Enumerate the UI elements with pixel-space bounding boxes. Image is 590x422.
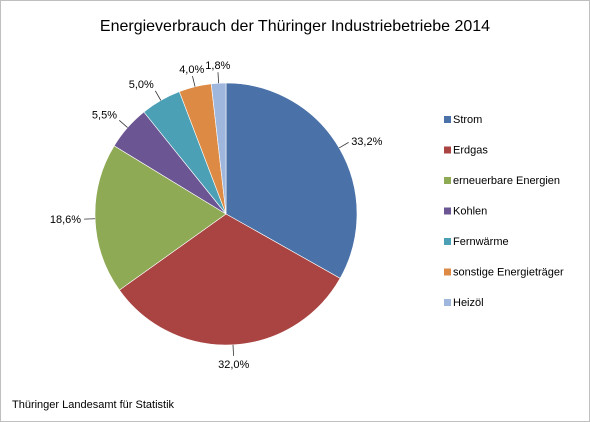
- legend-swatch-5: [444, 238, 451, 245]
- chart-title: Energieverbrauch der Thüringer Industrie…: [99, 18, 491, 35]
- leader-line-5: [154, 90, 162, 101]
- legend-swatch-4: [444, 207, 451, 215]
- leader-line-6: [192, 75, 196, 87]
- leader-line-4: [119, 120, 128, 128]
- data-label-2: 32,0%: [218, 359, 249, 371]
- pie-slice-3: [94, 145, 227, 291]
- legend-label-3: erneuerbare Energien: [453, 175, 560, 187]
- legend-swatch-3: [444, 177, 451, 184]
- source-note: Thüringer Landesamt für Statistik: [12, 399, 175, 411]
- legend-label-4: Kohlen: [453, 206, 487, 218]
- data-label-5: 5,0%: [129, 79, 154, 91]
- pie-slices: [94, 82, 358, 346]
- data-label-7: 1,8%: [205, 60, 230, 72]
- pie-slice-1: [225, 82, 358, 279]
- leader-line-1: [338, 142, 349, 149]
- legend-label-2: Erdgas: [453, 145, 488, 157]
- leader-line-7: [217, 72, 219, 84]
- pie-slice-7: [210, 82, 227, 215]
- legend-swatch-7: [444, 299, 451, 306]
- data-label-6: 4,0%: [179, 64, 204, 76]
- legend-swatch-1: [444, 116, 451, 123]
- legend-label-5: Fernwärme: [453, 236, 509, 248]
- legend-label-1: Strom: [453, 114, 482, 126]
- legend: Strom Erdgas erneuerbare Energien Kohlen Fer…: [444, 114, 564, 309]
- data-labels: 33,2% 32,0% 18,6% 5,5% 5,0% 4,0% 1,8%: [50, 60, 383, 371]
- legend-label-7: Heizöl: [453, 297, 484, 309]
- legend-swatch-6: [444, 268, 451, 276]
- data-label-3: 18,6%: [50, 214, 81, 226]
- data-label-1: 33,2%: [351, 136, 382, 148]
- leader-lines: [84, 72, 349, 356]
- legend-swatch-2: [444, 146, 451, 154]
- leader-line-2: [232, 344, 234, 356]
- data-label-4: 5,5%: [92, 109, 117, 121]
- legend-label-6: sonstige Energieträger: [453, 267, 564, 279]
